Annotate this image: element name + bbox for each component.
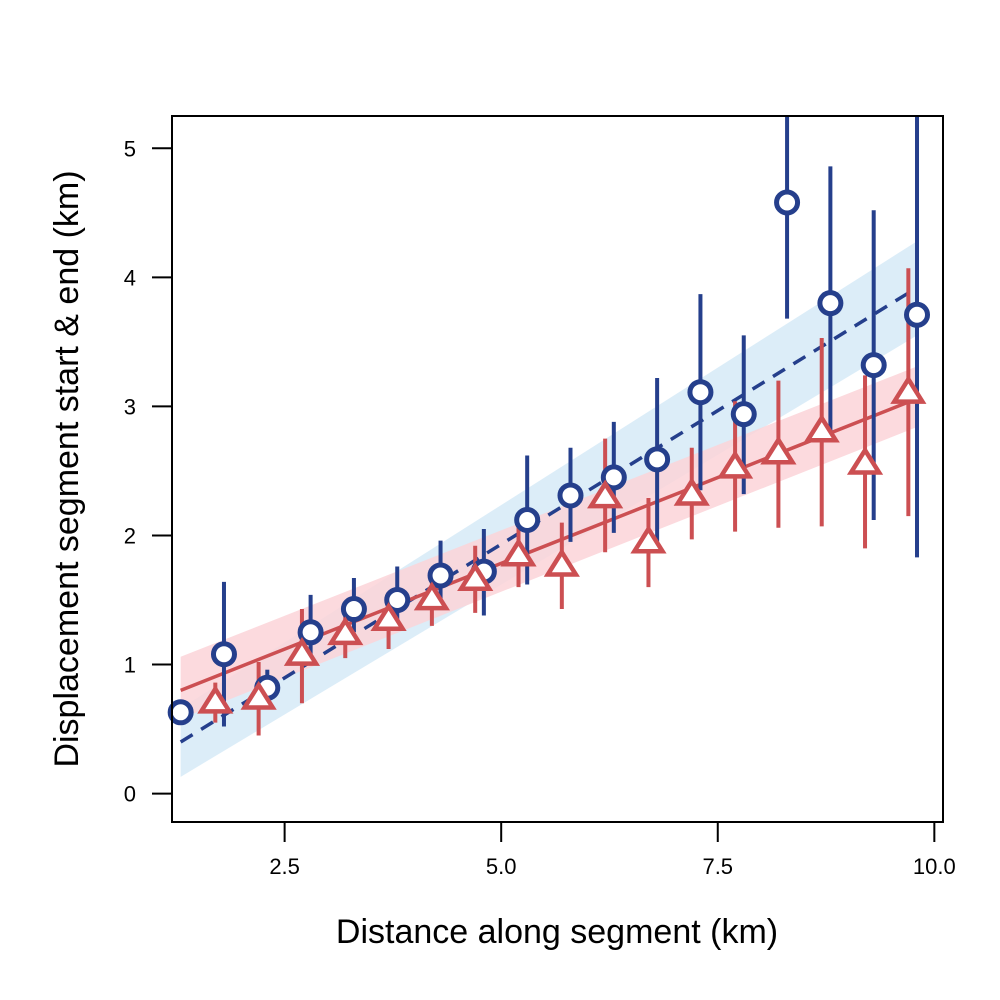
data-point-triangle-15 bbox=[803, 413, 840, 443]
y-tick-label: 3 bbox=[124, 394, 136, 419]
data-point-triangle-5 bbox=[370, 602, 407, 631]
data-point-triangle-17 bbox=[890, 374, 927, 404]
x-axis-title: Distance along segment (km) bbox=[336, 913, 778, 951]
x-tick-label: 10.0 bbox=[913, 854, 956, 879]
data-point-triangle-13 bbox=[716, 449, 754, 479]
x-tick-label: 7.5 bbox=[702, 854, 733, 879]
data-point-triangle-7 bbox=[457, 562, 494, 591]
data-point-circle-17 bbox=[860, 352, 887, 379]
data-point-circle-4 bbox=[297, 619, 324, 646]
y-tick-label: 5 bbox=[124, 136, 136, 161]
data-point-circle-14 bbox=[730, 401, 757, 428]
data-point-circle-6 bbox=[384, 587, 411, 614]
y-axis: 0 1 2 3 4 5 bbox=[124, 136, 172, 807]
x-tick-label: 5.0 bbox=[486, 854, 517, 879]
data-point-circle-12 bbox=[644, 446, 671, 473]
data-point-circle-16 bbox=[817, 290, 844, 317]
data-point-circle-1 bbox=[167, 699, 194, 726]
data-point-circle-10 bbox=[557, 482, 584, 509]
data-point-circle-9 bbox=[514, 506, 541, 533]
data-point-triangle-16 bbox=[846, 445, 884, 475]
data-point-circle-7 bbox=[427, 562, 454, 589]
data-point-triangle-12 bbox=[673, 476, 710, 506]
data-markers bbox=[167, 189, 931, 726]
y-axis-title: Displacement segment start & end (km) bbox=[48, 170, 86, 767]
y-tick-label: 1 bbox=[124, 653, 136, 678]
data-point-circle-2 bbox=[210, 641, 237, 668]
data-point-triangle-2 bbox=[240, 680, 277, 710]
data-point-triangle-10 bbox=[587, 479, 624, 509]
data-point-triangle-1 bbox=[197, 684, 234, 714]
x-axis: 2.5 5.0 7.5 10.0 bbox=[269, 822, 956, 879]
data-point-triangle-9 bbox=[543, 547, 580, 577]
data-point-circle-5 bbox=[340, 596, 367, 623]
data-point-triangle-6 bbox=[413, 581, 450, 611]
y-tick-label: 4 bbox=[124, 265, 136, 290]
data-point-triangle-11 bbox=[630, 524, 667, 554]
y-tick-label: 2 bbox=[124, 523, 136, 548]
y-tick-label: 0 bbox=[124, 782, 136, 807]
data-point-triangle-3 bbox=[283, 636, 321, 666]
data-point-triangle-8 bbox=[500, 537, 537, 567]
data-point-triangle-4 bbox=[327, 616, 364, 646]
data-point-triangle-14 bbox=[760, 435, 797, 465]
data-point-circle-13 bbox=[687, 379, 714, 406]
data-point-circle-15 bbox=[774, 189, 801, 216]
data-point-circle-18 bbox=[904, 301, 931, 328]
x-tick-label: 2.5 bbox=[269, 854, 300, 879]
data-point-circle-11 bbox=[600, 464, 627, 491]
plot-frame bbox=[171, 115, 944, 823]
